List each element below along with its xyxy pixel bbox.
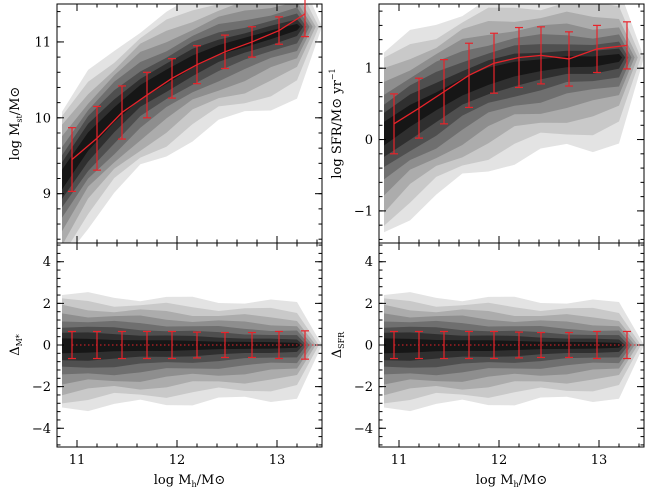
panel-top-left: 9 10 11 log Mst/M⊙ (8, 0, 323, 244)
error-bar (440, 59, 448, 125)
error-bar (143, 330, 151, 360)
x-axis-label: log Mh/M⊙ (476, 473, 548, 489)
y-axis-label: ΔSFR (330, 331, 346, 358)
error-bar (565, 31, 573, 87)
y-axis-label: log SFR/M⊙ yr−1 (328, 68, 345, 178)
panel-top-right: −1 0 1 log SFR/M⊙ yr−1 (328, 3, 645, 244)
error-bar (465, 42, 473, 109)
median-line (71, 13, 306, 161)
y-tick-label: 9 (43, 187, 51, 202)
error-bar (593, 24, 601, 74)
error-bar (623, 330, 631, 360)
density-contours (62, 4, 322, 243)
x-tick-label: 12 (491, 453, 508, 468)
median-line (393, 44, 628, 125)
y-tick-label: 0 (365, 133, 373, 148)
error-bar (565, 331, 573, 359)
error-bar (275, 16, 283, 45)
error-bar (490, 32, 498, 94)
error-bar (68, 127, 76, 193)
error-bar (221, 331, 229, 359)
error-bar (390, 330, 398, 360)
error-bar (248, 331, 256, 359)
y-tick-label: 2 (365, 297, 373, 312)
error-bar (415, 330, 423, 360)
error-bar (118, 85, 126, 140)
error-bar (93, 330, 101, 360)
error-bar (390, 93, 398, 155)
panel-bottom-right: 11 12 13 −4 −2 0 2 4 ΔSFR log Mh/M⊙ (330, 242, 645, 489)
error-bar (248, 26, 256, 58)
series-median (390, 21, 631, 155)
y-tick-label: 4 (365, 255, 373, 270)
error-bar (93, 105, 101, 171)
error-bar (275, 330, 283, 360)
x-tick-label: 11 (391, 453, 408, 468)
error-bar (465, 330, 473, 360)
error-bar (623, 21, 631, 70)
y-tick-label: 10 (34, 111, 51, 126)
error-bar (193, 45, 201, 85)
y-tick-label: −4 (32, 422, 51, 437)
series-median (68, 330, 309, 360)
y-tick-label: −2 (32, 380, 51, 395)
error-bar (537, 26, 545, 85)
density-contours (384, 4, 644, 233)
y-tick-label: −2 (354, 380, 373, 395)
x-tick-label: 12 (169, 453, 186, 468)
error-bar (221, 34, 229, 70)
panel-bottom-left: 11 12 13 −4 −2 0 2 4 ΔM* log Mh/M⊙ (8, 242, 323, 489)
error-bar (440, 330, 448, 360)
x-axis-label: log Mh/M⊙ (154, 473, 226, 489)
y-tick-label: 0 (365, 339, 373, 354)
y-tick-label: 1 (365, 62, 373, 77)
error-bar (118, 330, 126, 360)
series-median (390, 330, 631, 360)
x-tick-label: 13 (269, 453, 286, 468)
error-bar (168, 58, 176, 99)
y-tick-label: 11 (34, 35, 51, 50)
contour-level-5 (62, 7, 310, 218)
error-bar (301, 330, 309, 360)
error-bar (415, 77, 423, 139)
error-bar (168, 330, 176, 360)
error-bar (515, 26, 523, 89)
series-median (68, 0, 309, 193)
y-tick-label: −1 (354, 204, 373, 219)
y-axis-label: log Mst/M⊙ (8, 87, 24, 161)
error-bar (143, 71, 151, 119)
density-contours (384, 292, 644, 412)
error-bar (490, 330, 498, 360)
error-bar (193, 331, 201, 359)
density-contours (62, 292, 322, 412)
y-tick-label: 2 (43, 297, 51, 312)
x-tick-label: 13 (591, 453, 608, 468)
error-bar (515, 331, 523, 359)
error-bar (301, 0, 309, 38)
error-bar (593, 330, 601, 360)
error-bar (68, 330, 76, 360)
y-tick-label: 4 (43, 255, 51, 270)
y-tick-label: −4 (354, 422, 373, 437)
y-axis-label: ΔM* (8, 334, 24, 356)
x-tick-label: 11 (69, 453, 86, 468)
error-bar (537, 331, 545, 359)
y-tick-label: 0 (43, 339, 51, 354)
